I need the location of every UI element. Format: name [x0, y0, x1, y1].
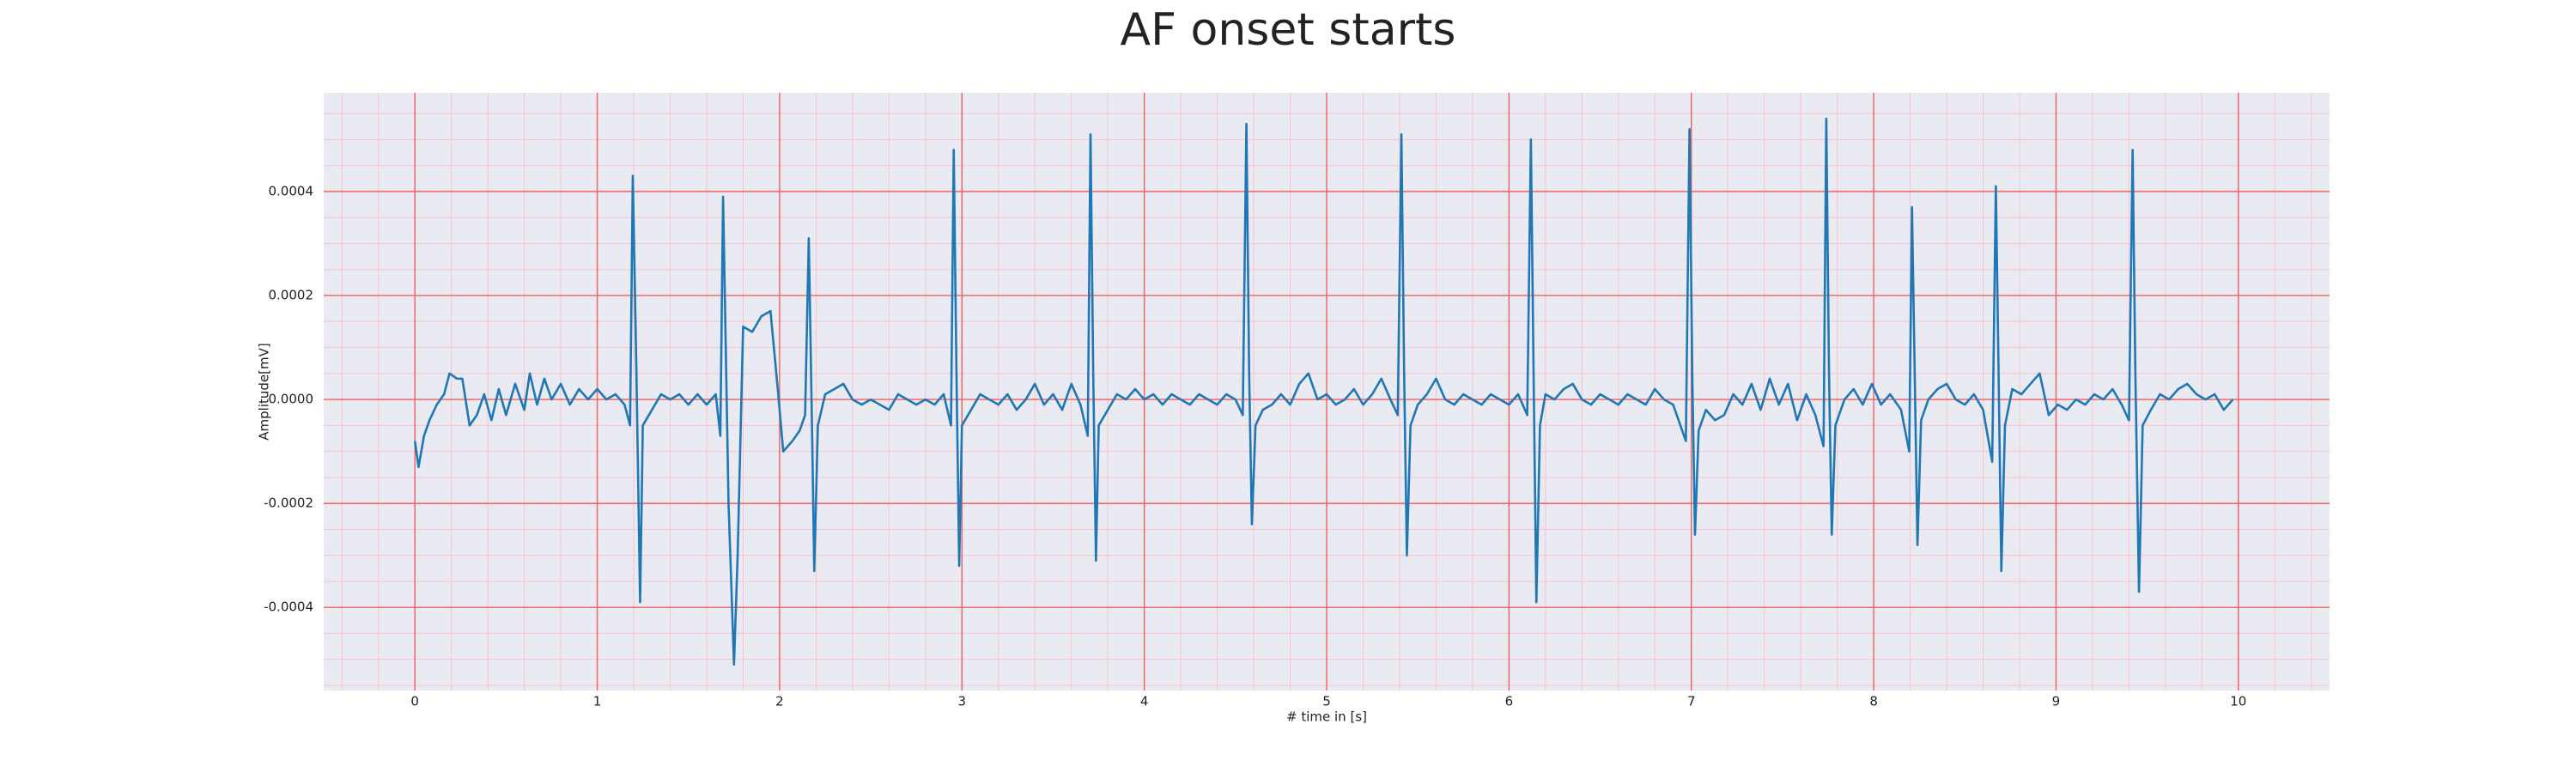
y-tick-label: 0.0000: [269, 392, 314, 407]
x-tick-label: 7: [1687, 694, 1696, 709]
chart-title: AF onset starts: [1121, 4, 1456, 56]
y-tick-label: 0.0004: [269, 183, 314, 198]
y-axis-label: Amplitude[mV]: [257, 343, 272, 440]
x-tick-label: 3: [957, 694, 966, 709]
x-tick-label: 0: [410, 694, 419, 709]
x-axis-label: # time in [s]: [1286, 709, 1367, 725]
x-tick-label: 2: [775, 694, 784, 709]
x-tick-label: 5: [1322, 694, 1331, 709]
x-tick-label: 6: [1505, 694, 1514, 709]
x-tick-label: 1: [593, 694, 602, 709]
x-tick-label: 8: [1869, 694, 1878, 709]
y-tick-label: 0.0002: [269, 288, 314, 303]
x-tick-label: 10: [2230, 694, 2246, 709]
y-tick-label: -0.0004: [264, 600, 313, 615]
x-tick-label: 9: [2052, 694, 2061, 709]
ecg-line: [413, 117, 2234, 666]
x-tick-label: 4: [1140, 694, 1149, 709]
y-tick-label: -0.0002: [264, 496, 313, 511]
